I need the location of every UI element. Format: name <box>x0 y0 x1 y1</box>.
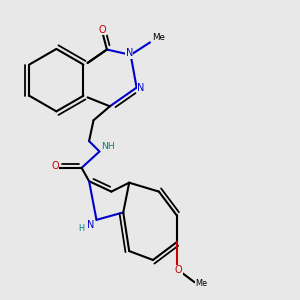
Text: Me: Me <box>152 33 165 42</box>
Text: Me: Me <box>195 279 207 288</box>
Text: NH: NH <box>101 142 115 151</box>
Text: O: O <box>51 161 59 171</box>
Text: O: O <box>99 25 106 34</box>
Text: N: N <box>125 48 133 59</box>
Text: O: O <box>174 266 182 275</box>
Text: N: N <box>137 82 145 93</box>
Text: H: H <box>79 224 85 233</box>
Text: N: N <box>87 220 94 230</box>
